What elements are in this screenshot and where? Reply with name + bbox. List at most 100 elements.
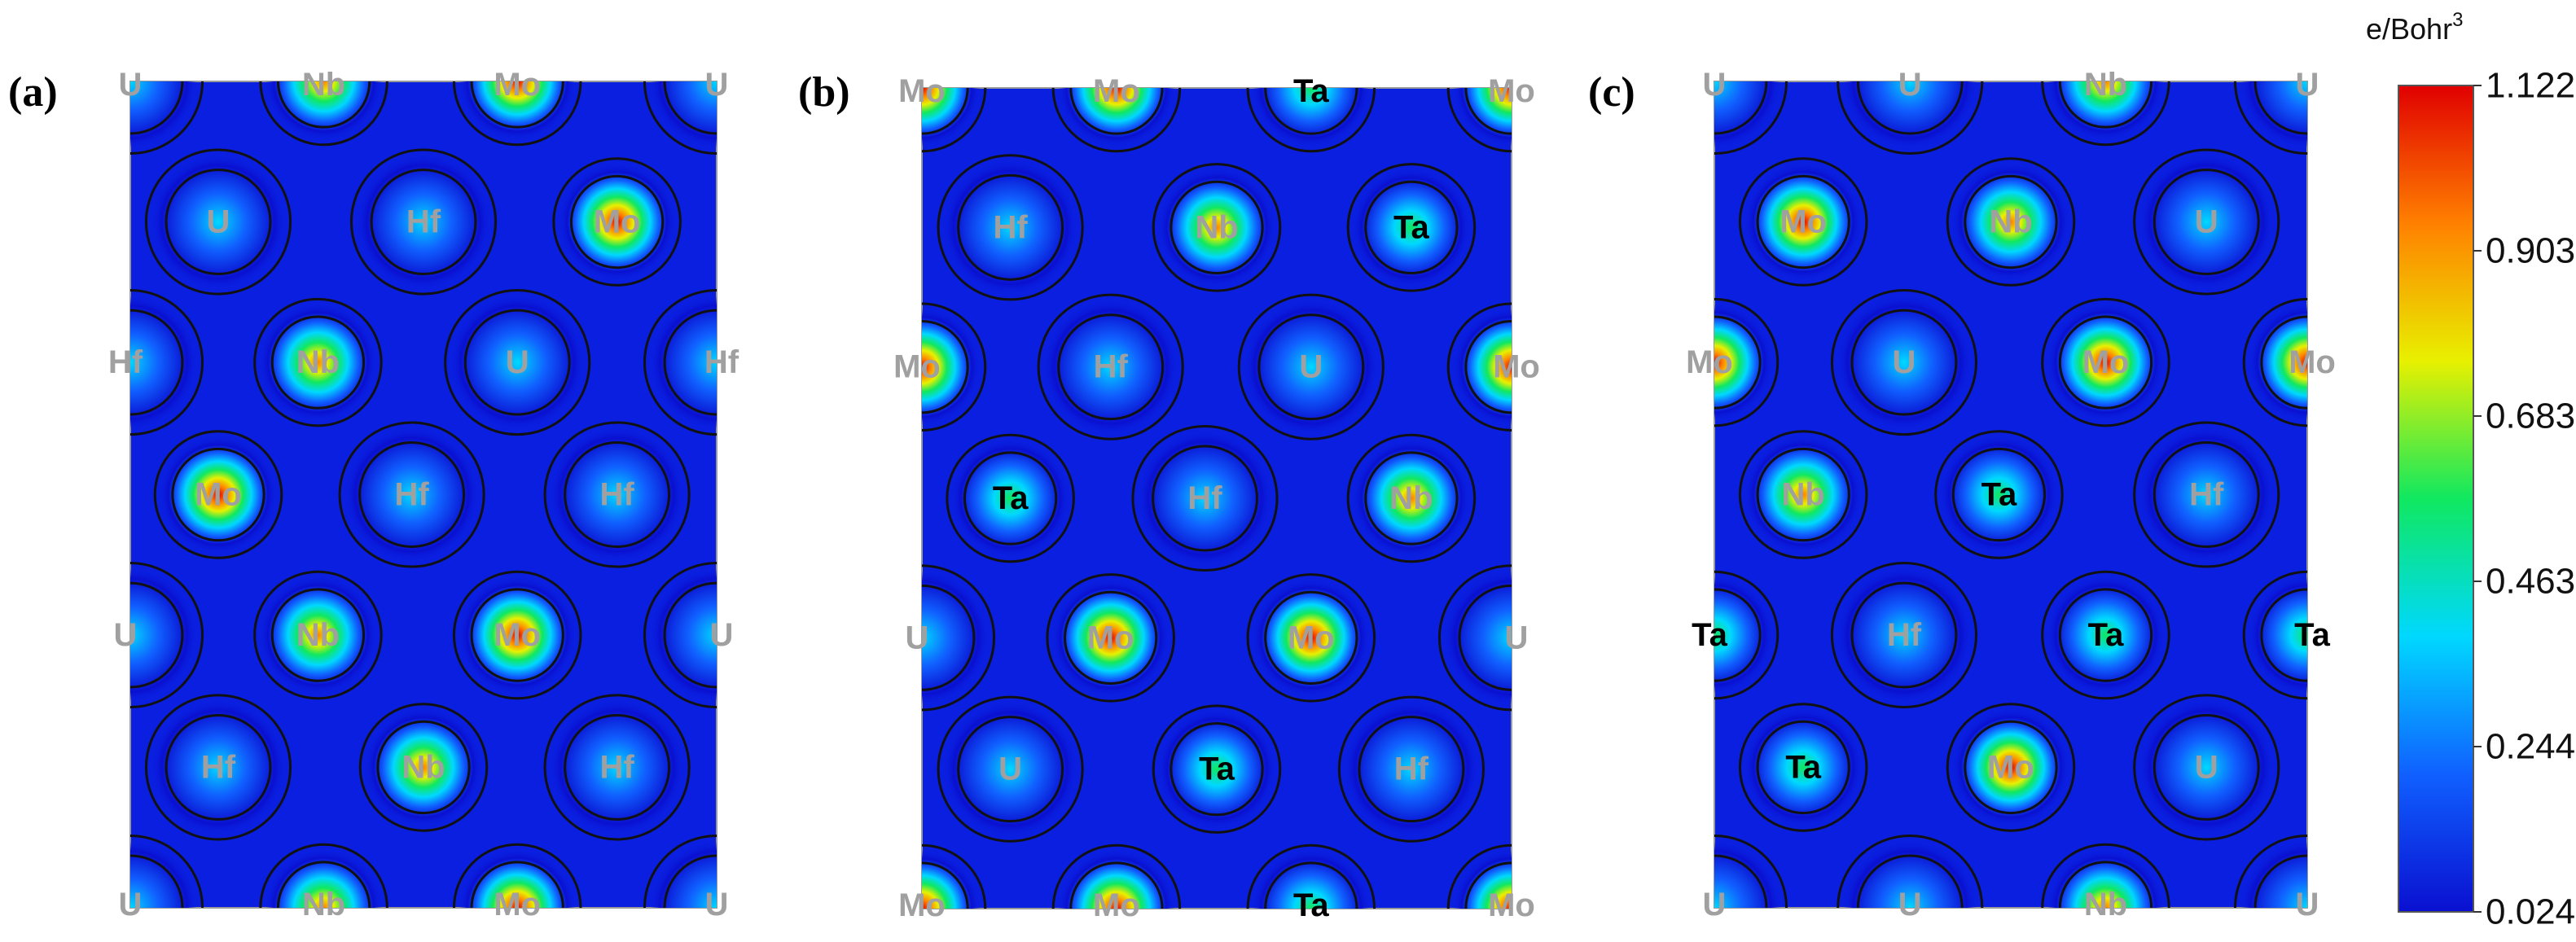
density-ta (951, 440, 1069, 557)
contour-line (1756, 720, 1850, 815)
atom-label-nb: Nb (296, 617, 340, 653)
contour-line (643, 289, 717, 436)
density-u (1837, 296, 1971, 430)
density-nb (1352, 440, 1470, 557)
density-u (151, 155, 285, 289)
contour-line (1714, 81, 1768, 135)
contour-line (1714, 588, 1762, 682)
contour-line (1738, 703, 1868, 832)
contour-line (2153, 441, 2260, 548)
atom-label-hf: Hf (2189, 477, 2224, 513)
contour-line (1152, 445, 1258, 552)
contour-line (1446, 302, 1512, 432)
contour-line (1246, 88, 1376, 153)
panel-label-c: (c) (1588, 69, 1635, 116)
contour-line (470, 861, 564, 908)
contour-line (569, 174, 665, 269)
contour-line (1051, 843, 1182, 909)
edge-label-u: U (1898, 67, 1922, 103)
contour-line (358, 703, 489, 832)
edge-label-mo: Mo (1686, 344, 1733, 380)
contour-line (643, 834, 717, 908)
contour-line (1458, 584, 1512, 691)
panel-label-b: (b) (798, 69, 850, 116)
contour-line (1964, 720, 2058, 815)
edge-label-u: U (710, 617, 734, 653)
atom-label-nb: Nb (1989, 204, 2032, 240)
density-u (1843, 841, 1977, 908)
atom-label-hf: Hf (599, 477, 634, 513)
edge-label-u: U (1505, 620, 1529, 655)
contour-line (444, 289, 591, 436)
contour-line (1850, 309, 1958, 416)
edge-label-nb: Nb (2084, 887, 2127, 922)
contour-line (2041, 81, 2170, 147)
atom-label-nb: Nb (296, 344, 340, 380)
panel-c: Mo Nb U U Mo Nb Ta Hf Hf Ta Ta Mo U U U Nb U Mo Mo Ta Ta U U Nb… (1588, 67, 2336, 922)
density-nb (2047, 849, 2165, 908)
contour-line (2242, 570, 2307, 700)
edge-label-mo: Mo (1488, 887, 1535, 923)
contour-line (1170, 721, 1264, 817)
contour-line (937, 695, 1084, 843)
density-mo (1057, 88, 1175, 147)
contour-line (1264, 88, 1358, 135)
contour-line (452, 843, 582, 908)
contour-line (1946, 703, 2076, 832)
contour-line (552, 157, 682, 287)
atom-label-u: U (998, 751, 1022, 787)
contour-line (1714, 315, 1762, 410)
contour-line (1934, 430, 2064, 559)
contour-line (2260, 588, 2307, 682)
contour-line (165, 713, 272, 821)
density-hf (550, 700, 684, 835)
contour-line (564, 441, 671, 548)
contour-line (370, 169, 477, 276)
contour-line (937, 154, 1084, 301)
contour-line (543, 694, 691, 841)
edge-label-u: U (2296, 67, 2319, 103)
edge-label-ta: Ta (1692, 617, 1727, 653)
contour-line (663, 309, 717, 416)
density-nb (259, 576, 377, 694)
contour-line (1464, 88, 1512, 135)
contour-line (2133, 148, 2280, 296)
contour-line (153, 430, 283, 559)
edge-label-u: U (705, 887, 729, 922)
contour-line (130, 834, 204, 908)
density-mo (1051, 579, 1170, 697)
contour-line (1446, 88, 1512, 153)
density-nb (1158, 169, 1275, 287)
contour-line (1069, 88, 1164, 135)
panel-label-a: (a) (8, 69, 58, 116)
density-mo (1453, 308, 1512, 426)
density-u (130, 568, 197, 703)
contour-line (2058, 588, 2153, 682)
contour-line (1064, 590, 1158, 686)
atom-label-hf: Hf (1887, 617, 1922, 653)
density-u (450, 296, 585, 430)
edge-label-u: U (119, 887, 143, 922)
contour-line (1738, 430, 1868, 559)
density-nb (1744, 436, 1863, 554)
contour-line (1446, 843, 1512, 909)
contour-line (922, 861, 969, 909)
contour-line (1856, 854, 1964, 908)
edge-label-mo: Mo (494, 887, 541, 922)
density-ta (1940, 436, 2058, 554)
density-u (922, 571, 989, 705)
density-mo (558, 163, 676, 281)
density-hf (130, 296, 197, 430)
contour-line (171, 447, 265, 542)
contour-line (1069, 861, 1164, 909)
contour-line (564, 713, 671, 821)
atom-label-u: U (2195, 204, 2218, 240)
density-nb (259, 304, 377, 422)
contour-line (1464, 861, 1512, 909)
atom-label-u: U (1893, 344, 1916, 380)
atom-label-u: U (506, 344, 529, 380)
contour-line (1257, 313, 1365, 421)
contour-line (338, 421, 485, 568)
contour-line (2058, 81, 2153, 129)
density-ta (2047, 576, 2165, 694)
